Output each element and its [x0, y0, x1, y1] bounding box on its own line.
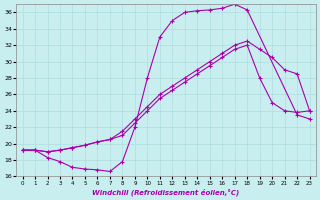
X-axis label: Windchill (Refroidissement éolien,°C): Windchill (Refroidissement éolien,°C)	[92, 188, 240, 196]
